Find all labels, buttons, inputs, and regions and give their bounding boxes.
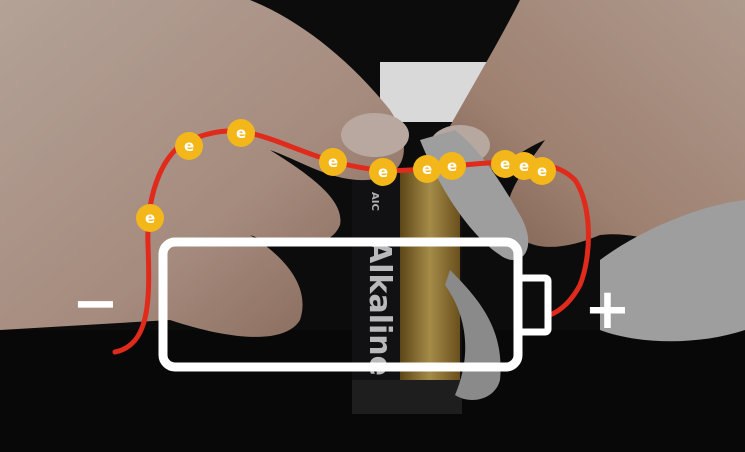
svg-text:e: e <box>236 124 246 142</box>
battery-brand-text: Alkaline <box>362 240 397 376</box>
positive-terminal-label: + <box>584 277 631 342</box>
electron: e <box>136 204 164 232</box>
svg-text:e: e <box>184 137 194 155</box>
electrons: e e e e e e e e e e <box>136 119 556 232</box>
electron: e <box>319 148 347 176</box>
svg-text:e: e <box>145 209 155 227</box>
svg-text:e: e <box>519 157 529 175</box>
electron: e <box>413 155 441 183</box>
svg-text:e: e <box>537 162 547 180</box>
svg-text:e: e <box>378 163 388 181</box>
svg-text:e: e <box>500 155 510 173</box>
electron: e <box>369 158 397 186</box>
svg-text:e: e <box>422 160 432 178</box>
svg-text:e: e <box>328 153 338 171</box>
negative-terminal-label: − <box>72 271 119 336</box>
battery-logo-text: AIC <box>369 192 380 211</box>
electron: e <box>227 119 255 147</box>
left-hand <box>0 0 409 337</box>
battery-outline-icon <box>158 237 552 372</box>
electron: e <box>528 157 556 185</box>
electron: e <box>175 132 203 160</box>
svg-text:e: e <box>447 157 457 175</box>
electron: e <box>438 152 466 180</box>
